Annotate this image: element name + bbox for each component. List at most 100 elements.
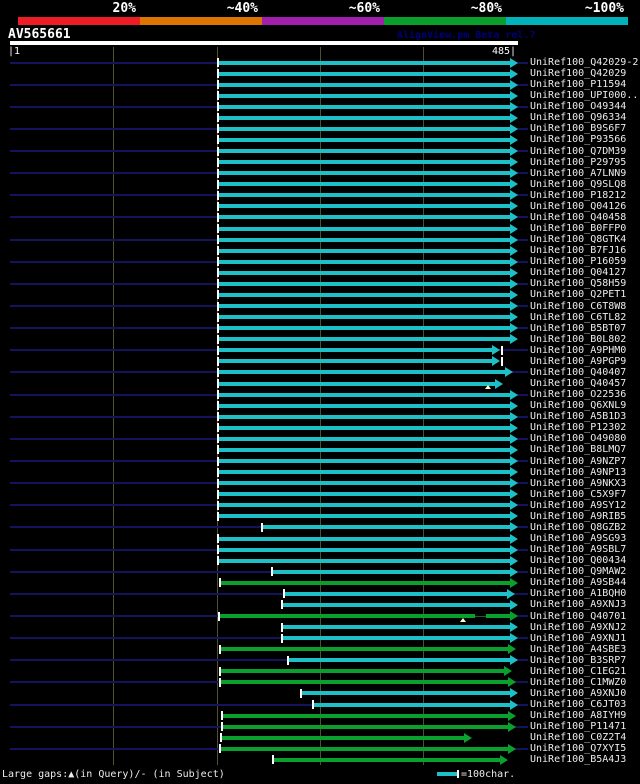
hit-label[interactable]: UniRef100_B7FJ16 [530,245,627,257]
alignment-row[interactable]: UniRef100_Q40407 [0,367,640,378]
alignment-row[interactable]: UniRef100_A9XNJ3 [0,599,640,610]
alignment-row[interactable]: UniRef100_A9PGP9 [0,356,640,367]
alignment-row[interactable]: UniRef100_P18212 [0,190,640,201]
alignment-row[interactable]: UniRef100_A9NP13 [0,467,640,478]
alignment-row[interactable]: UniRef100_A9XNJ1 [0,633,640,644]
alignment-row[interactable]: UniRef100_O49344 [0,101,640,112]
alignment-row[interactable]: UniRef100_Q8GTK4 [0,234,640,245]
hit-label[interactable]: UniRef100_Q2PET1 [530,289,627,301]
alignment-row[interactable]: UniRef100_C6TL82 [0,312,640,323]
alignment-row[interactable]: UniRef100_C6T8W8 [0,301,640,312]
hit-label[interactable]: UniRef100_A9NZP7 [530,455,627,467]
alignment-row[interactable]: UniRef100_B5A4J3 [0,754,640,765]
hit-label[interactable]: UniRef100_Q9SLQ8 [530,178,627,190]
alignment-row[interactable]: UniRef100_A9SY12 [0,500,640,511]
alignment-row[interactable]: UniRef100_A9SB44 [0,577,640,588]
alignment-row[interactable]: UniRef100_UPI000.. [0,90,640,101]
hit-label[interactable]: UniRef100_Q96334 [530,112,627,124]
alignment-row[interactable]: UniRef100_Q6XNL9 [0,400,640,411]
alignment-row[interactable]: UniRef100_Q7DM39 [0,146,640,157]
alignment-row[interactable]: UniRef100_Q96334 [0,112,640,123]
alignment-row[interactable]: UniRef100_A9XNJ2 [0,622,640,633]
alignment-row[interactable]: UniRef100_Q9SLQ8 [0,179,640,190]
alignment-row[interactable]: UniRef100_Q58H59 [0,278,640,289]
alignment-row[interactable]: UniRef100_Q2PET1 [0,289,640,300]
hit-label[interactable]: UniRef100_P12302 [530,422,627,434]
alignment-row[interactable]: UniRef100_P29795 [0,157,640,168]
alignment-row[interactable]: UniRef100_B0L802 [0,334,640,345]
hit-label[interactable]: UniRef100_C1EG21 [530,665,627,677]
hit-label[interactable]: UniRef100_P93566 [530,134,627,146]
hit-label[interactable]: UniRef100_B3SRP7 [530,654,627,666]
hit-label[interactable]: UniRef100_Q04126 [530,200,627,212]
alignment-row[interactable]: UniRef100_A9RIB5 [0,511,640,522]
hit-label[interactable]: UniRef100_C5X9F7 [530,488,627,500]
alignment-row[interactable]: UniRef100_A9XNJ0 [0,688,640,699]
alignment-row[interactable]: UniRef100_C1MWZ0 [0,677,640,688]
hit-label[interactable]: UniRef100_C1MWZ0 [530,676,627,688]
alignment-row[interactable]: UniRef100_B7FJ16 [0,245,640,256]
hit-label[interactable]: UniRef100_Q40458 [530,211,627,223]
hit-label[interactable]: UniRef100_Q7DM39 [530,145,627,157]
alignment-row[interactable]: UniRef100_B9S6F7 [0,123,640,134]
hit-label[interactable]: UniRef100_A9PHM0 [530,344,627,356]
hit-label[interactable]: UniRef100_B0FFP0 [530,223,627,235]
hit-label[interactable]: UniRef100_A9XNJ2 [530,621,627,633]
hit-label[interactable]: UniRef100_B8LMQ7 [530,444,627,456]
hit-label[interactable]: UniRef100_P29795 [530,156,627,168]
alignment-row[interactable]: UniRef100_Q42029-2 [0,57,640,68]
alignment-row[interactable]: UniRef100_P11594 [0,79,640,90]
alignment-row[interactable]: UniRef100_A9NKX3 [0,478,640,489]
hit-label[interactable]: UniRef100_Q8GZB2 [530,521,627,533]
hit-label[interactable]: UniRef100_P11594 [530,79,627,91]
hit-label[interactable]: UniRef100_Q9MAW2 [530,566,627,578]
hit-label[interactable]: UniRef100_Q42029 [530,68,627,80]
hit-label[interactable]: UniRef100_C6TL82 [530,311,627,323]
hit-label[interactable]: UniRef100_A5B1D3 [530,411,627,423]
hit-label[interactable]: UniRef100_P18212 [530,189,627,201]
alignment-row[interactable]: UniRef100_Q04126 [0,201,640,212]
alignment-row[interactable]: UniRef100_A8IYH9 [0,710,640,721]
hit-label[interactable]: UniRef100_Q6XNL9 [530,400,627,412]
hit-label[interactable]: UniRef100_A9SB44 [530,577,627,589]
hit-label[interactable]: UniRef100_B0L802 [530,333,627,345]
alignment-row[interactable]: UniRef100_O49080 [0,433,640,444]
hit-label[interactable]: UniRef100_O49080 [530,433,627,445]
alignment-row[interactable]: UniRef100_Q9MAW2 [0,566,640,577]
alignment-row[interactable]: UniRef100_P93566 [0,134,640,145]
hit-label[interactable]: UniRef100_A9XNJ1 [530,632,627,644]
hit-label[interactable]: UniRef100_B5BT07 [530,322,627,334]
alignment-row[interactable]: UniRef100_A9SBL7 [0,544,640,555]
alignment-row[interactable]: UniRef100_Q40701 [0,611,640,622]
alignment-row[interactable]: UniRef100_P11471 [0,721,640,732]
alignment-row[interactable]: UniRef100_A7LNN9 [0,168,640,179]
hit-label[interactable]: UniRef100_Q8GTK4 [530,234,627,246]
alignment-row[interactable]: UniRef100_A5B1D3 [0,411,640,422]
hit-label[interactable]: UniRef100_A4SBE3 [530,643,627,655]
alignment-row[interactable]: UniRef100_B5BT07 [0,323,640,334]
hit-label[interactable]: UniRef100_C6JT03 [530,699,627,711]
alignment-row[interactable]: UniRef100_Q8GZB2 [0,522,640,533]
alignment-row[interactable]: UniRef100_P12302 [0,422,640,433]
alignment-row[interactable]: UniRef100_C6JT03 [0,699,640,710]
alignment-row[interactable]: UniRef100_A9PHM0 [0,345,640,356]
alignment-row[interactable]: UniRef100_C1EG21 [0,666,640,677]
hit-label[interactable]: UniRef100_O22536 [530,389,627,401]
hit-label[interactable]: UniRef100_A7LNN9 [530,167,627,179]
hit-label[interactable]: UniRef100_A9NKX3 [530,477,627,489]
hit-label[interactable]: UniRef100_Q40457 [530,378,627,390]
alignment-row[interactable]: UniRef100_O22536 [0,389,640,400]
alignment-row[interactable]: UniRef100_Q00434 [0,555,640,566]
hit-label[interactable]: UniRef100_A8IYH9 [530,710,627,722]
hit-label[interactable]: UniRef100_P16059 [530,256,627,268]
alignment-row[interactable]: UniRef100_C0Z2T4 [0,732,640,743]
alignment-row[interactable]: UniRef100_Q42029 [0,68,640,79]
hit-label[interactable]: UniRef100_Q40407 [530,366,627,378]
alignment-row[interactable]: UniRef100_P16059 [0,256,640,267]
hit-label[interactable]: UniRef100_P11471 [530,721,627,733]
alignment-row[interactable]: UniRef100_A1BQH0 [0,588,640,599]
alignment-row[interactable]: UniRef100_B0FFP0 [0,223,640,234]
hit-label[interactable]: UniRef100_B9S6F7 [530,123,627,135]
hit-label[interactable]: UniRef100_C6T8W8 [530,300,627,312]
alignment-row[interactable]: UniRef100_Q04127 [0,267,640,278]
